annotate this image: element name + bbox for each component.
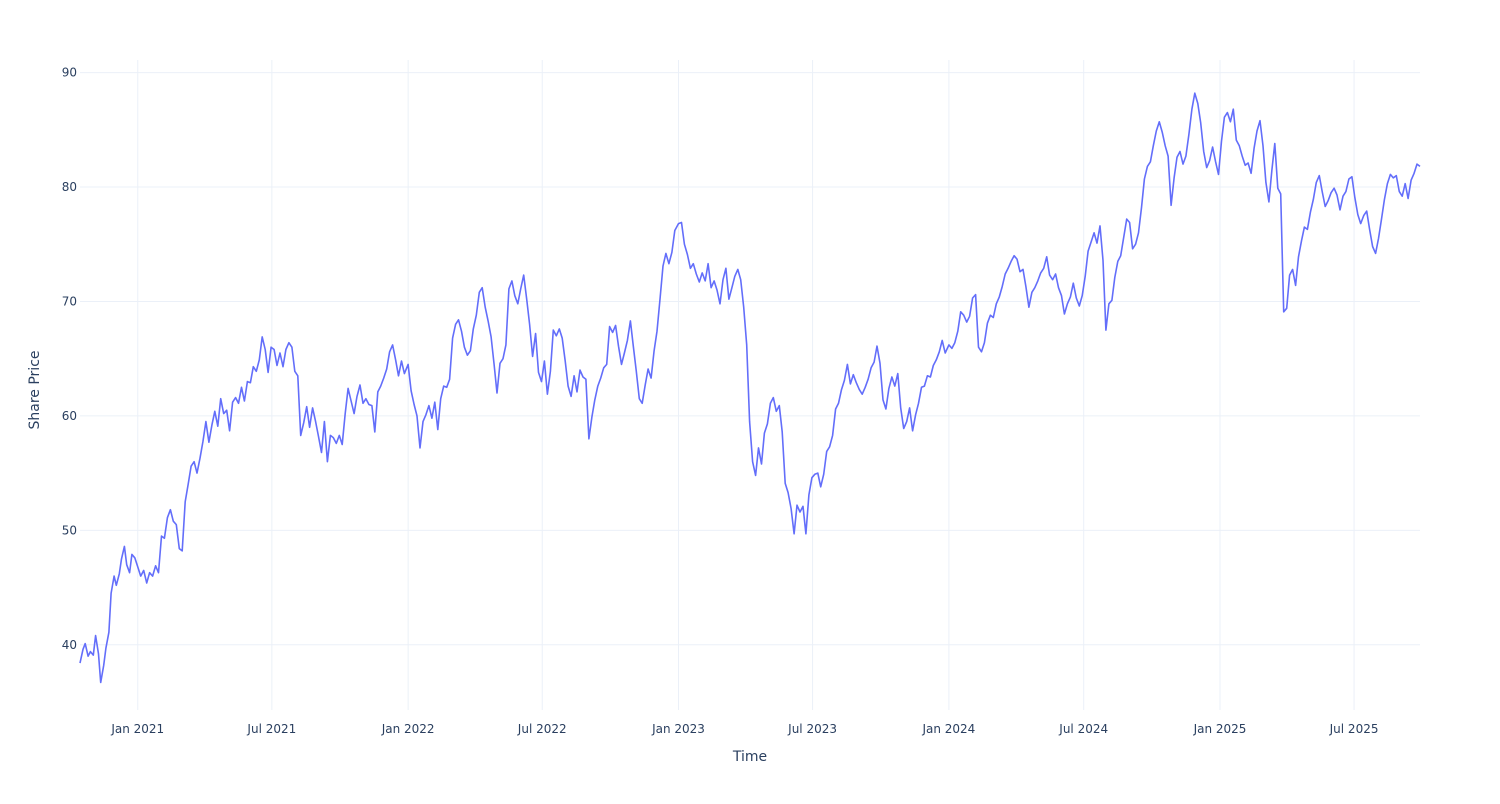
- y-tick-label: 50: [62, 523, 77, 537]
- x-tick-label: Jan 2021: [110, 722, 164, 736]
- x-tick-label: Jan 2025: [1193, 722, 1247, 736]
- y-tick-label: 70: [62, 294, 77, 308]
- x-tick-label: Jan 2024: [921, 722, 975, 736]
- y-tick-labels: 40 50 60 70 80 90: [62, 66, 77, 652]
- grid-lines: [80, 60, 1420, 710]
- x-tick-label: Jan 2023: [651, 722, 705, 736]
- x-tick-label: Jul 2024: [1058, 722, 1108, 736]
- y-tick-label: 80: [62, 180, 77, 194]
- x-tick-label: Jul 2022: [517, 722, 567, 736]
- series-layer: [79, 92, 1421, 684]
- y-tick-label: 60: [62, 409, 77, 423]
- x-tick-label: Jul 2025: [1329, 722, 1379, 736]
- x-tick-label: Jul 2023: [787, 722, 837, 736]
- x-tick-labels: Jan 2021 Jul 2021 Jan 2022 Jul 2022 Jan 2023…: [110, 722, 1378, 736]
- x-tick-label: Jan 2022: [381, 722, 435, 736]
- x-tick-label: Jul 2021: [246, 722, 296, 736]
- series-line: [79, 92, 1421, 684]
- y-axis-title: Share Price: [27, 350, 43, 429]
- y-tick-label: 90: [62, 66, 77, 80]
- x-axis-title: Time: [732, 749, 767, 765]
- y-tick-label: 40: [62, 638, 77, 652]
